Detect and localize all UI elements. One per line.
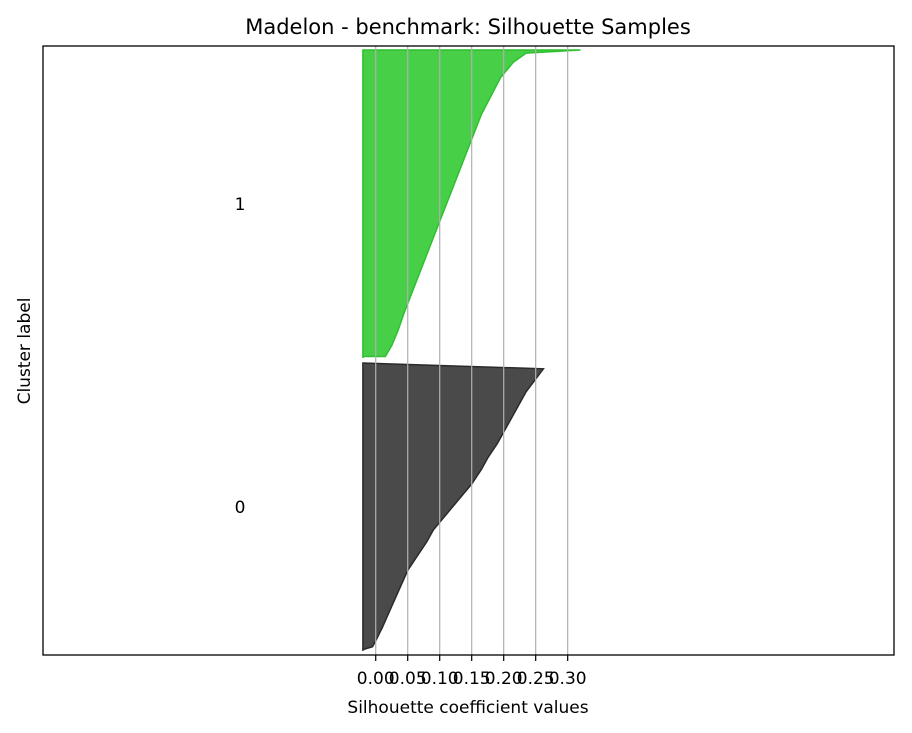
plot-frame [42, 45, 895, 656]
x-tick-label-1: 0.05 [389, 669, 427, 689]
x-tick-label-5: 0.25 [517, 669, 555, 689]
cluster-label-1: 1 [235, 195, 246, 215]
y-axis-label: Cluster label [15, 298, 35, 405]
chart-title: Madelon - benchmark: Silhouette Samples [245, 15, 691, 39]
cluster-label-0: 0 [235, 498, 246, 518]
x-tick-label-6: 0.30 [549, 669, 587, 689]
cluster-labels: 01 [235, 195, 246, 518]
x-axis-label: Silhouette coefficient values [347, 698, 588, 718]
vertical-grid [375, 46, 569, 655]
silhouette-area-cluster-1 [362, 49, 581, 358]
x-tick-label-4: 0.20 [485, 669, 523, 689]
x-tick-label-3: 0.15 [453, 669, 491, 689]
x-tick-label-0: 0.00 [357, 669, 395, 689]
x-tick-label-2: 0.10 [421, 669, 459, 689]
x-axis-ticks: 0.000.050.100.150.200.250.30 [357, 655, 587, 689]
